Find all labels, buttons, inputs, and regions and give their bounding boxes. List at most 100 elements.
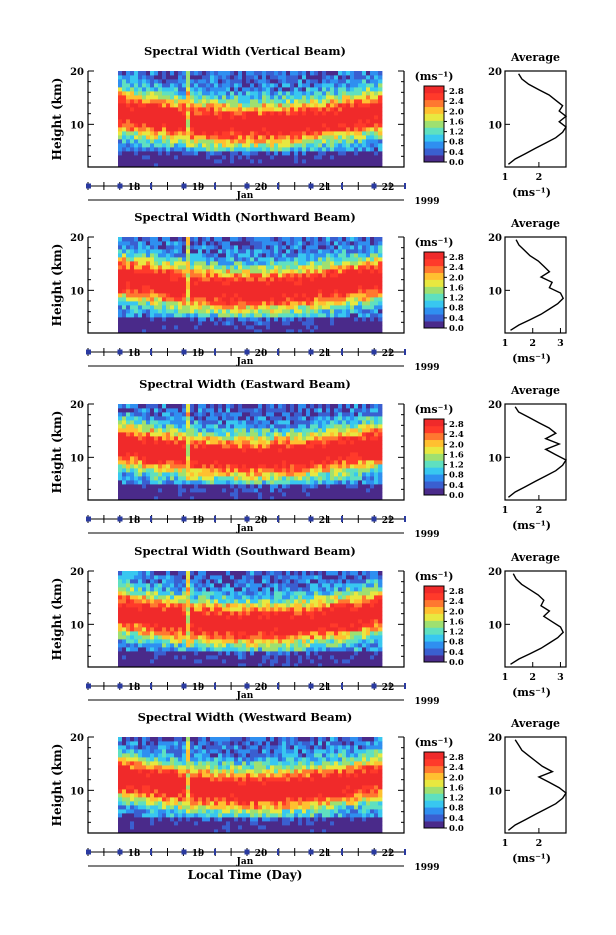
heatmap-cell: [174, 111, 178, 115]
heatmap-cell: [306, 127, 310, 131]
heatmap-cell: [238, 139, 242, 143]
heatmap-cell: [154, 436, 158, 440]
heatmap-cell: [134, 71, 138, 75]
heatmap-cell: [326, 253, 330, 257]
heatmap-cell: [218, 75, 222, 79]
heatmap-cell: [166, 488, 170, 492]
heatmap-cell: [326, 480, 330, 484]
heatmap-cell: [346, 99, 350, 103]
heatmap-cell: [154, 79, 158, 83]
heatmap-cell: [162, 428, 166, 432]
heatmap-cell: [146, 87, 150, 91]
heatmap-cell: [278, 79, 282, 83]
heatmap-cell: [282, 293, 286, 297]
heatmap-cell: [274, 488, 278, 492]
heatmap-cell: [178, 297, 182, 301]
heatmap-cell: [138, 111, 142, 115]
heatmap-cell: [286, 277, 290, 281]
heatmap-cell: [246, 79, 250, 83]
heatmap-cell: [246, 127, 250, 131]
heatmap-cell: [294, 99, 298, 103]
heatmap-cell: [130, 440, 134, 444]
heatmap-cell: [306, 420, 310, 424]
heatmap-cell: [194, 309, 198, 313]
heatmap-cell: [194, 147, 198, 151]
heatmap-cell: [182, 99, 186, 103]
heatmap-cell: [370, 269, 374, 273]
heatmap-cell: [278, 159, 282, 163]
heatmap-cell: [154, 464, 158, 468]
heatmap-cell: [190, 436, 194, 440]
heatmap-cell: [170, 143, 174, 147]
heatmap-cell: [246, 420, 250, 424]
heatmap-cell: [134, 472, 138, 476]
heatmap-cell: [122, 484, 126, 488]
heatmap-cell: [186, 325, 190, 329]
heatmap-cell: [226, 139, 230, 143]
heatmap-cell: [258, 241, 262, 245]
heatmap-cell: [354, 111, 358, 115]
heatmap-cell: [374, 119, 378, 123]
heatmap-cell: [170, 305, 174, 309]
heatmap-cell: [198, 111, 202, 115]
heatmap-cell: [210, 321, 214, 325]
average-frame: [505, 237, 566, 333]
heatmap-cell: [258, 436, 262, 440]
heatmap-cell: [298, 139, 302, 143]
heatmap-cell: [254, 71, 258, 75]
heatmap-cell: [346, 155, 350, 159]
heatmap-cell: [138, 151, 142, 155]
heatmap-cell: [246, 436, 250, 440]
heatmap-cell: [162, 151, 166, 155]
heatmap-cell: [190, 241, 194, 245]
heatmap-cell: [350, 464, 354, 468]
heatmap-cell: [242, 281, 246, 285]
heatmap-cell: [222, 115, 226, 119]
y-tick-label: 10: [70, 120, 84, 131]
heatmap-cell: [154, 119, 158, 123]
heatmap-cell: [258, 155, 262, 159]
heatmap-cell: [294, 75, 298, 79]
heatmap-cell: [338, 293, 342, 297]
heatmap-cell: [306, 488, 310, 492]
heatmap-cell: [206, 468, 210, 472]
heatmap-cell: [202, 135, 206, 139]
heatmap-cell: [206, 111, 210, 115]
heatmap-cell: [334, 127, 338, 131]
heatmap-cell: [214, 460, 218, 464]
heatmap-cell: [182, 301, 186, 305]
colorbar-tick-label: 2.8: [449, 87, 464, 97]
heatmap-cell: [266, 135, 270, 139]
heatmap-cell: [366, 91, 370, 95]
heatmap-cell: [366, 241, 370, 245]
heatmap-cell: [198, 119, 202, 123]
heatmap-cell: [294, 257, 298, 261]
heatmap-cell: [182, 95, 186, 99]
heatmap-cell: [126, 127, 130, 131]
heatmap-cell: [322, 436, 326, 440]
heatmap-cell: [302, 273, 306, 277]
heatmap-cell: [378, 408, 382, 412]
heatmap-cell: [182, 289, 186, 293]
heatmap-cell: [378, 325, 382, 329]
heatmap-cell: [166, 123, 170, 127]
heatmap-cell: [298, 87, 302, 91]
heatmap-cell: [346, 476, 350, 480]
colorbar-tick-label: 2.4: [449, 263, 464, 273]
heatmap-cell: [290, 87, 294, 91]
heatmap-cell: [378, 480, 382, 484]
heatmap-cell: [214, 127, 218, 131]
heatmap-cell: [322, 91, 326, 95]
heatmap-cell: [258, 476, 262, 480]
heatmap-cell: [226, 273, 230, 277]
heatmap-cell: [322, 440, 326, 444]
heatmap-cell: [122, 79, 126, 83]
year-label: 1999: [414, 363, 439, 373]
heatmap-cell: [290, 119, 294, 123]
heatmap-cell: [258, 313, 262, 317]
heatmap-cell: [262, 436, 266, 440]
heatmap-cell: [354, 241, 358, 245]
average-profile-line: [511, 240, 564, 331]
heatmap-cell: [326, 265, 330, 269]
heatmap-cell: [162, 492, 166, 496]
